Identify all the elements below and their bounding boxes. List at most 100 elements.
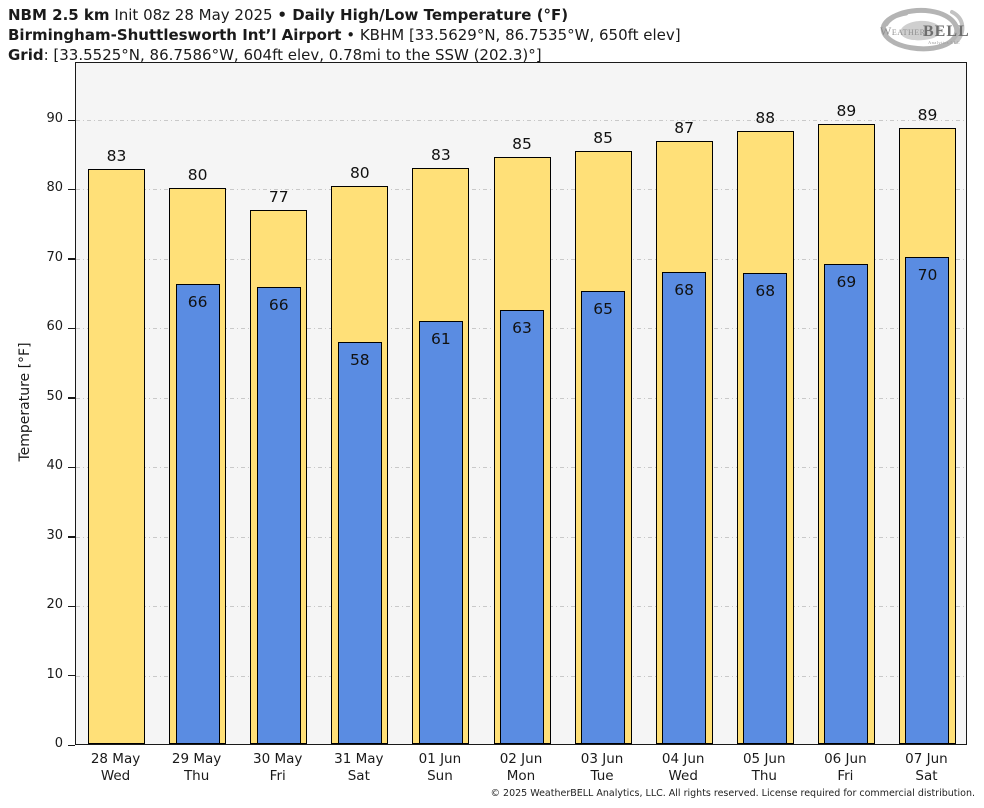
y-tick-label: 70	[46, 249, 63, 265]
y-tick-mark	[68, 119, 75, 121]
high-value-label: 77	[268, 187, 289, 206]
low-value-label: 66	[187, 293, 208, 312]
x-tick-day: Sat	[915, 768, 938, 784]
high-value-label: 85	[512, 135, 532, 154]
low-temp-bar	[662, 272, 707, 744]
x-tick-label: 28 May Wed	[71, 751, 161, 785]
logo-sub-text: Analytics LLC	[928, 40, 960, 45]
plot-area: 83 80 66 77 66 80 58 83 61 85 63 85 65 87 68 88 68 89 69 89…	[75, 62, 967, 745]
x-tick-label: 04 Jun Wed	[638, 751, 728, 785]
y-tick-label: 90	[46, 111, 63, 126]
model-name: NBM 2.5 km	[8, 6, 110, 24]
high-value-label: 83	[106, 147, 127, 165]
bullet-separator: •	[277, 6, 287, 24]
x-tick-day: Tue	[590, 768, 614, 784]
x-tick-label: 07 Jun Sat	[881, 751, 971, 785]
x-tick-date: 06 Jun	[824, 751, 867, 767]
station-info: KBHM [33.5629°N, 86.7535°W, 650ft elev]	[359, 26, 681, 44]
grid-info: : [33.5525°N, 86.7586°W, 604ft elev, 0.7…	[43, 46, 542, 64]
x-tick-date: 30 May	[253, 751, 303, 767]
x-tick-day: Wed	[668, 768, 698, 784]
x-tick-date: 01 Jun	[418, 751, 462, 767]
y-tick-mark	[68, 258, 75, 260]
logo-weather-text: Weather	[880, 24, 926, 38]
y-tick-mark	[68, 675, 75, 677]
x-tick-label: 03 Jun Tue	[557, 751, 647, 785]
y-tick-mark	[68, 327, 75, 330]
weatherbell-logo: Weather BELL Analytics LLC	[880, 8, 970, 52]
x-tick-date: 02 Jun	[499, 751, 543, 767]
high-value-label: 88	[755, 108, 776, 127]
y-tick-label: 50	[46, 388, 63, 404]
low-value-label: 68	[674, 281, 695, 300]
x-tick-day: Sun	[427, 768, 453, 784]
x-tick-label: 31 May Sat	[314, 751, 404, 785]
y-tick-mark	[68, 744, 75, 746]
x-tick-day: Wed	[100, 768, 131, 784]
low-value-label: 58	[349, 350, 370, 369]
low-value-label: 68	[755, 282, 776, 301]
low-temp-bar	[337, 341, 382, 744]
low-temp-bar	[256, 287, 301, 744]
y-tick-mark	[68, 188, 75, 191]
low-value-label: 61	[431, 330, 451, 349]
x-tick-date: 28 May	[90, 751, 141, 767]
grid-label: Grid	[8, 46, 44, 64]
x-tick-date: 05 Jun	[742, 751, 786, 767]
high-value-label: 83	[431, 146, 451, 165]
high-value-label: 80	[349, 163, 370, 182]
x-tick-label: 02 Jun Mon	[476, 751, 566, 785]
y-tick-label: 30	[46, 527, 63, 543]
low-value-label: 65	[593, 300, 613, 319]
low-value-label: 66	[268, 296, 289, 315]
x-tick-label: 05 Jun Thu	[719, 751, 809, 785]
chart-header: NBM 2.5 km Init 08z 28 May 2025 • Daily …	[8, 5, 681, 65]
high-value-label: 89	[836, 101, 857, 120]
high-value-label: 80	[187, 165, 208, 184]
title-line-1: NBM 2.5 km Init 08z 28 May 2025 • Daily …	[8, 5, 681, 25]
x-tick-day: Fri	[837, 768, 854, 784]
low-value-label: 63	[512, 318, 532, 337]
x-tick-label: 06 Jun Fri	[800, 751, 890, 785]
gridline	[76, 120, 966, 121]
x-tick-label: 30 May Fri	[233, 751, 323, 785]
low-temp-bar	[500, 309, 544, 744]
x-tick-date: 29 May	[171, 751, 222, 767]
low-temp-bar	[418, 321, 463, 744]
high-value-label: 87	[674, 119, 695, 138]
x-tick-date: 31 May	[334, 751, 384, 767]
station-name: Birmingham-Shuttlesworth Int’l Airport	[8, 26, 342, 44]
high-value-label: 89	[917, 106, 938, 125]
init-time: Init 08z 28 May 2025	[109, 6, 278, 24]
y-tick-label: 20	[46, 597, 63, 613]
y-tick-label: 80	[46, 180, 63, 196]
copyright-notice: © 2025 WeatherBELL Analytics, LLC. All r…	[490, 788, 975, 799]
x-tick-label: 29 May Thu	[152, 751, 242, 785]
x-tick-date: 03 Jun	[580, 751, 624, 767]
bullet-separator: •	[341, 26, 360, 44]
y-tick-mark	[68, 605, 75, 607]
low-temp-bar	[824, 264, 869, 744]
y-tick-label: 10	[46, 666, 63, 682]
x-tick-day: Thu	[183, 768, 210, 784]
high-value-label: 85	[593, 128, 613, 147]
x-tick-date: 04 Jun	[661, 751, 705, 767]
y-tick-mark	[68, 466, 75, 469]
x-tick-day: Thu	[751, 768, 777, 784]
logo-bell-text: BELL	[923, 23, 970, 40]
hurricane-swirl-icon	[880, 8, 965, 52]
y-tick-mark	[68, 397, 75, 399]
low-temp-bar	[581, 291, 626, 744]
high-temp-bar	[88, 169, 146, 744]
title-line-2: Birmingham-Shuttlesworth Int’l Airport •…	[8, 25, 681, 45]
x-tick-date: 07 Jun	[905, 751, 948, 767]
y-tick-label: 0	[54, 736, 63, 751]
low-value-label: 69	[836, 273, 857, 292]
x-tick-day: Fri	[269, 768, 286, 784]
low-value-label: 70	[917, 266, 938, 285]
x-tick-label: 01 Jun Sun	[395, 751, 485, 785]
title-line-3: Grid: [33.5525°N, 86.7586°W, 604ft elev,…	[8, 45, 681, 65]
x-tick-day: Sat	[347, 768, 370, 784]
low-temp-bar	[905, 257, 950, 744]
